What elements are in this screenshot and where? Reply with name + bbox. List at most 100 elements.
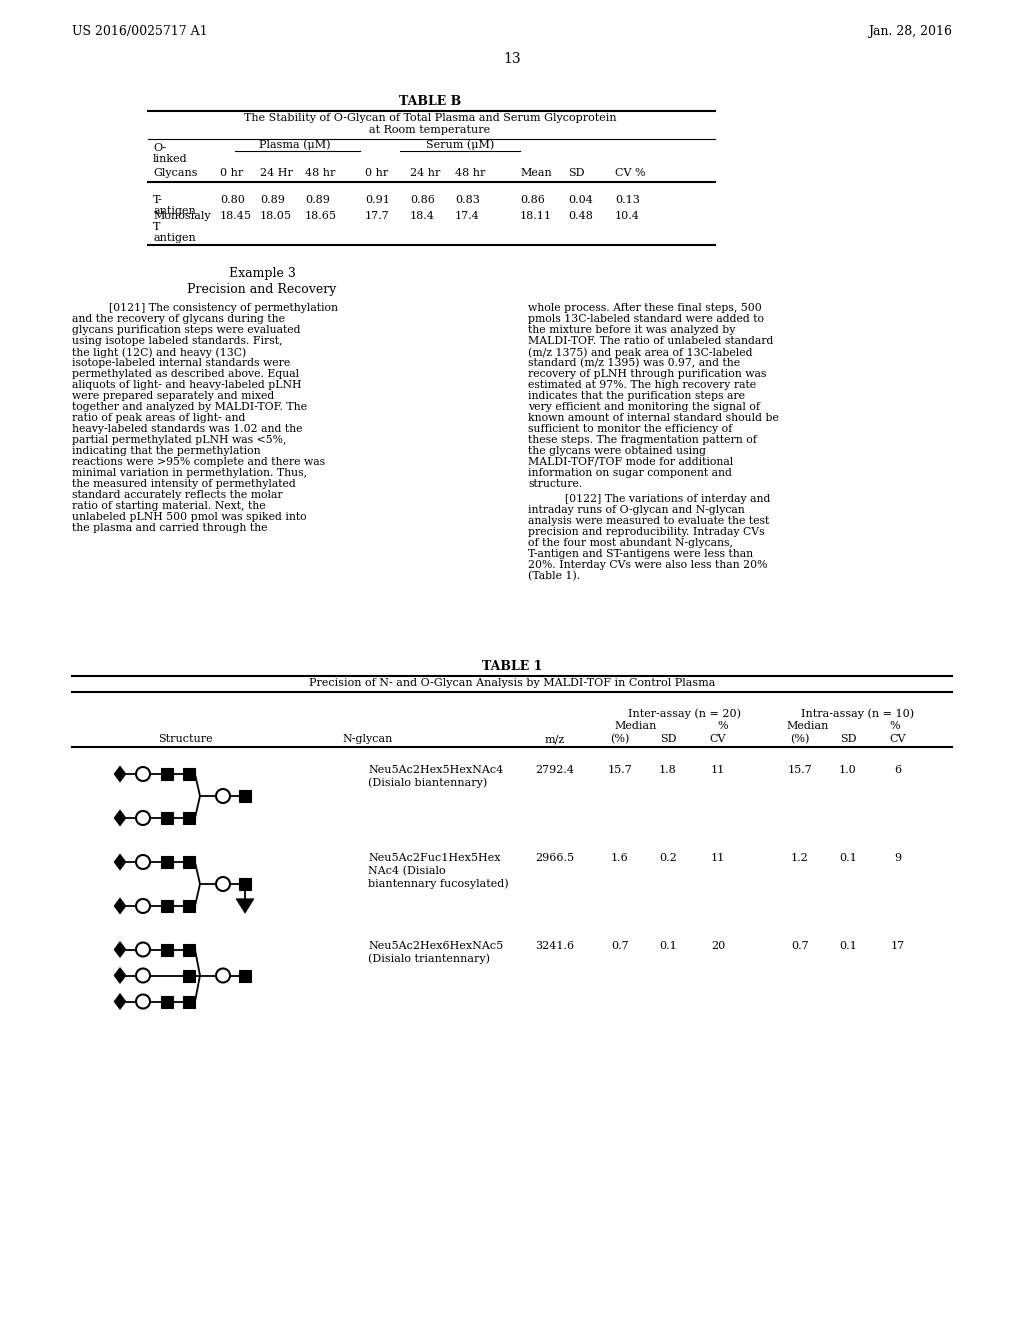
Text: 0.04: 0.04	[568, 195, 593, 205]
Text: standard accurately reflects the molar: standard accurately reflects the molar	[72, 490, 283, 500]
Text: 0.48: 0.48	[568, 211, 593, 220]
Text: m/z: m/z	[545, 734, 565, 744]
Text: (Table 1).: (Table 1).	[528, 572, 581, 581]
Text: intraday runs of O-glycan and N-glycan: intraday runs of O-glycan and N-glycan	[528, 506, 744, 515]
Text: of the four most abundant N-glycans,: of the four most abundant N-glycans,	[528, 539, 733, 548]
Text: 1.8: 1.8	[659, 766, 677, 775]
Text: 0.1: 0.1	[839, 941, 857, 950]
Text: 1.2: 1.2	[792, 853, 809, 863]
Text: SD: SD	[568, 168, 585, 178]
Bar	[183, 812, 195, 824]
Text: Monosialy: Monosialy	[153, 211, 211, 220]
Polygon shape	[114, 766, 126, 781]
Text: information on sugar component and: information on sugar component and	[528, 469, 732, 478]
Text: 0.13: 0.13	[615, 195, 640, 205]
Text: Neu5Ac2Hex5HexNAc4
(Disialo biantennary): Neu5Ac2Hex5HexNAc4 (Disialo biantennary)	[368, 766, 503, 788]
Text: partial permethylated pLNH was <5%,: partial permethylated pLNH was <5%,	[72, 436, 287, 445]
Text: N-glycan: N-glycan	[343, 734, 393, 744]
Text: 18.4: 18.4	[410, 211, 435, 220]
Text: known amount of internal standard should be: known amount of internal standard should…	[528, 413, 779, 422]
Bar	[161, 900, 173, 912]
Circle shape	[136, 855, 150, 869]
Text: glycans purification steps were evaluated: glycans purification steps were evaluate…	[72, 325, 300, 335]
Text: 13: 13	[503, 51, 521, 66]
Text: CV %: CV %	[615, 168, 645, 178]
Text: 18.45: 18.45	[220, 211, 252, 220]
Text: precision and reproducibility. Intraday CVs: precision and reproducibility. Intraday …	[528, 527, 765, 537]
Text: 10.4: 10.4	[615, 211, 640, 220]
Text: 15.7: 15.7	[607, 766, 633, 775]
Text: 0 hr: 0 hr	[365, 168, 388, 178]
Text: 18.05: 18.05	[260, 211, 292, 220]
Text: the light (12C) and heavy (13C): the light (12C) and heavy (13C)	[72, 347, 246, 358]
Text: antigen: antigen	[153, 234, 196, 243]
Polygon shape	[114, 810, 126, 826]
Text: ratio of starting material. Next, the: ratio of starting material. Next, the	[72, 502, 265, 511]
Text: 2792.4: 2792.4	[536, 766, 574, 775]
Text: 48 hr: 48 hr	[455, 168, 485, 178]
Text: The Stability of O-Glycan of Total Plasma and Serum Glycoprotein: The Stability of O-Glycan of Total Plasm…	[244, 114, 616, 123]
Text: very efficient and monitoring the signal of: very efficient and monitoring the signal…	[528, 403, 760, 412]
Bar	[183, 944, 195, 956]
Text: pmols 13C-labeled standard were added to: pmols 13C-labeled standard were added to	[528, 314, 764, 323]
Bar	[183, 969, 195, 982]
Text: T-antigen and ST-antigens were less than: T-antigen and ST-antigens were less than	[528, 549, 753, 558]
Text: antigen: antigen	[153, 206, 196, 216]
Text: whole process. After these final steps, 500: whole process. After these final steps, …	[528, 304, 762, 313]
Text: Precision of N- and O-Glycan Analysis by MALDI-TOF in Control Plasma: Precision of N- and O-Glycan Analysis by…	[309, 678, 715, 688]
Text: T: T	[153, 222, 161, 232]
Text: [0122] The variations of interday and: [0122] The variations of interday and	[565, 494, 770, 504]
Text: 0.2: 0.2	[659, 853, 677, 863]
Text: 0.89: 0.89	[305, 195, 330, 205]
Polygon shape	[114, 854, 126, 870]
Text: 0.89: 0.89	[260, 195, 285, 205]
Text: 18.65: 18.65	[305, 211, 337, 220]
Circle shape	[136, 942, 150, 957]
Bar	[239, 789, 251, 803]
Text: these steps. The fragmentation pattern of: these steps. The fragmentation pattern o…	[528, 436, 757, 445]
Circle shape	[136, 810, 150, 825]
Text: US 2016/0025717 A1: US 2016/0025717 A1	[72, 25, 208, 38]
Text: standard (m/z 1395) was 0.97, and the: standard (m/z 1395) was 0.97, and the	[528, 358, 740, 368]
Text: 0.83: 0.83	[455, 195, 480, 205]
Polygon shape	[114, 968, 126, 983]
Text: 11: 11	[711, 766, 725, 775]
Circle shape	[136, 994, 150, 1008]
Text: were prepared separately and mixed: were prepared separately and mixed	[72, 391, 274, 401]
Text: 0.7: 0.7	[792, 941, 809, 950]
Bar	[183, 855, 195, 869]
Polygon shape	[236, 899, 254, 913]
Text: the measured intensity of permethylated: the measured intensity of permethylated	[72, 479, 296, 488]
Circle shape	[136, 969, 150, 982]
Text: minimal variation in permethylation. Thus,: minimal variation in permethylation. Thu…	[72, 469, 307, 478]
Text: 11: 11	[711, 853, 725, 863]
Text: 17: 17	[891, 941, 905, 950]
Bar	[239, 878, 251, 890]
Text: the glycans were obtained using: the glycans were obtained using	[528, 446, 706, 455]
Text: sufficient to monitor the efficiency of: sufficient to monitor the efficiency of	[528, 424, 732, 434]
Text: ratio of peak areas of light- and: ratio of peak areas of light- and	[72, 413, 246, 422]
Text: unlabeled pLNH 500 pmol was spiked into: unlabeled pLNH 500 pmol was spiked into	[72, 512, 306, 521]
Text: Structure: Structure	[158, 734, 212, 744]
Text: 9: 9	[894, 853, 901, 863]
Text: 0.80: 0.80	[220, 195, 245, 205]
Text: 1.6: 1.6	[611, 853, 629, 863]
Text: Serum (μM): Serum (μM)	[426, 139, 495, 149]
Text: TABLE 1: TABLE 1	[482, 660, 542, 673]
Circle shape	[216, 969, 230, 982]
Text: MALDI-TOF/TOF mode for additional: MALDI-TOF/TOF mode for additional	[528, 457, 733, 467]
Polygon shape	[114, 994, 126, 1010]
Text: %: %	[718, 721, 728, 731]
Bar	[183, 768, 195, 780]
Circle shape	[216, 876, 230, 891]
Text: linked: linked	[153, 154, 187, 164]
Text: Glycans: Glycans	[153, 168, 198, 178]
Text: (m/z 1375) and peak area of 13C-labeled: (m/z 1375) and peak area of 13C-labeled	[528, 347, 753, 358]
Text: 3241.6: 3241.6	[536, 941, 574, 950]
Text: isotope-labeled internal standards were: isotope-labeled internal standards were	[72, 358, 290, 368]
Text: permethylated as described above. Equal: permethylated as described above. Equal	[72, 370, 299, 379]
Text: CV: CV	[890, 734, 906, 744]
Text: T-: T-	[153, 195, 163, 205]
Text: MALDI-TOF. The ratio of unlabeled standard: MALDI-TOF. The ratio of unlabeled standa…	[528, 337, 773, 346]
Text: using isotope labeled standards. First,: using isotope labeled standards. First,	[72, 337, 283, 346]
